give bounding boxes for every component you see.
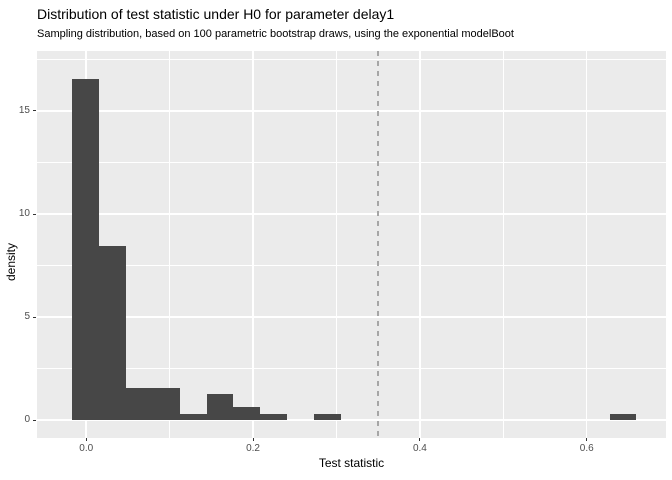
y-axis-title: density — [4, 242, 18, 282]
x-tick-label: 0.6 — [579, 443, 594, 454]
x-minor-gridline — [336, 51, 337, 438]
histogram-bar — [314, 413, 341, 421]
y-tick-mark — [33, 110, 36, 112]
histogram-bar — [99, 246, 126, 421]
y-major-gridline — [37, 110, 666, 112]
observed-statistic-line — [377, 51, 380, 438]
page-subtitle: Sampling distribution, based on 100 para… — [37, 28, 514, 40]
x-tick-mark — [252, 438, 254, 441]
histogram-bar — [126, 387, 153, 421]
y-minor-gridline — [37, 265, 666, 266]
y-major-gridline — [37, 419, 666, 421]
x-tick-mark — [419, 438, 421, 441]
x-major-gridline — [419, 51, 421, 438]
y-tick-mark — [33, 316, 36, 318]
page-title: Distribution of test statistic under H0 … — [37, 6, 395, 22]
plot-panel — [37, 51, 666, 438]
y-tick-mark — [33, 419, 36, 421]
x-tick-label: 0.2 — [246, 443, 260, 454]
y-major-gridline — [37, 316, 666, 318]
histogram-bar — [179, 413, 207, 421]
x-tick-mark — [85, 438, 87, 441]
histogram-bar — [206, 394, 234, 421]
y-tick-label: 0 — [24, 414, 30, 426]
histogram-bar — [233, 407, 261, 421]
histogram-bar — [152, 387, 180, 421]
histogram-bar — [72, 78, 100, 421]
y-tick-label: 10 — [18, 208, 30, 219]
x-tick-label: 0.4 — [412, 443, 427, 454]
x-tick-mark — [586, 438, 588, 441]
x-major-gridline — [585, 51, 588, 438]
histogram-bar — [609, 413, 637, 421]
histogram-bar — [260, 413, 288, 421]
x-minor-gridline — [169, 51, 171, 438]
y-tick-mark — [33, 213, 36, 215]
y-minor-gridline — [37, 162, 666, 163]
y-minor-gridline — [37, 368, 666, 369]
y-tick-label: 5 — [24, 311, 30, 323]
x-major-gridline — [252, 51, 254, 438]
y-major-gridline — [37, 213, 666, 215]
x-minor-gridline — [502, 51, 504, 438]
x-axis-title: Test statistic — [318, 456, 385, 470]
x-tick-label: 0.0 — [79, 443, 94, 454]
y-minor-gridline — [37, 59, 666, 60]
y-tick-label: 15 — [18, 104, 30, 116]
